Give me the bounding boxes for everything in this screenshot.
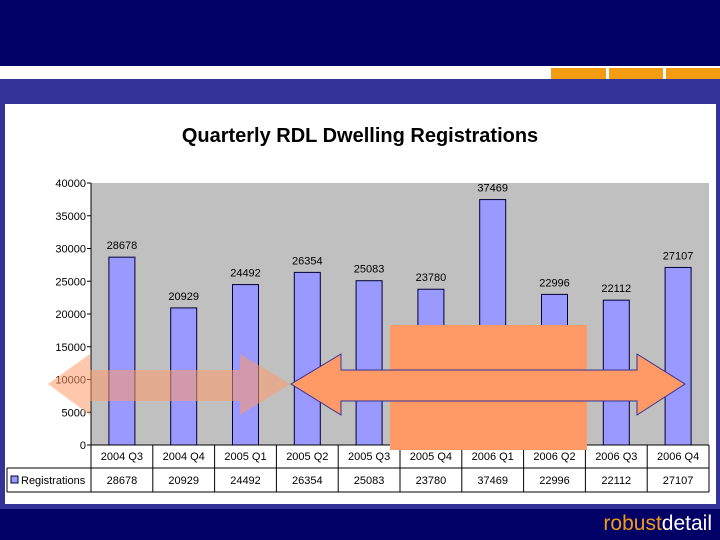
bar [293,271,321,446]
x-tick-label: 2006 Q2 [533,451,575,463]
table-value: 27107 [663,475,694,487]
double-arrow [290,353,686,416]
chart-panel: Quarterly RDL Dwelling Registrations 286… [5,104,716,504]
bar-chart: Quarterly RDL Dwelling Registrations 286… [6,125,710,493]
table-value: 37469 [477,475,508,487]
header-band [0,0,720,66]
footer-band [0,509,720,540]
x-tick-label: 2005 Q4 [410,451,452,463]
y-tick-label: 35000 [55,211,86,223]
y-tick-label: 20000 [55,309,86,321]
legend-label: Registrations [21,475,86,487]
data-label: 25083 [354,264,385,276]
data-label: 24492 [230,268,261,280]
table-value: 26354 [292,475,323,487]
data-label: 20929 [168,291,199,303]
x-tick-label: 2004 Q3 [101,451,143,463]
accent-tab [609,68,663,79]
table-value: 24492 [230,475,261,487]
table-value: 23780 [416,475,447,487]
y-tick-label: 0 [80,440,86,452]
table-value: 22996 [539,475,570,487]
x-tick-label: 2006 Q3 [595,451,637,463]
chart-title: Quarterly RDL Dwelling Registrations [182,125,538,147]
table-value: 25083 [354,475,385,487]
x-tick-label: 2005 Q1 [224,451,266,463]
data-label: 22996 [539,277,570,289]
table-value: 22112 [601,475,631,487]
header-divider [0,66,720,79]
accent-tab [551,68,606,79]
legend-swatch [10,475,19,484]
x-tick-label: 2005 Q3 [348,451,390,463]
x-tick-label: 2005 Q2 [286,451,328,463]
x-tick-label: 2006 Q4 [657,451,699,463]
x-tick-label: 2004 Q4 [163,451,205,463]
accent-tab [666,68,720,79]
faded-double-arrow [48,354,290,415]
data-label: 23780 [416,272,447,284]
brand-logo-part1: robust [603,512,662,535]
data-label: 28678 [107,240,138,252]
brand-logo-part2: detail [661,512,712,535]
y-tick-label: 30000 [55,244,86,256]
x-tick-label: 2006 Q1 [472,451,514,463]
data-label: 37469 [477,183,508,195]
bar [664,266,692,446]
bar [108,256,136,446]
data-label: 27107 [663,250,694,262]
table-value: 28678 [107,475,138,487]
data-label: 22112 [601,283,631,295]
y-tick-label: 25000 [55,276,86,288]
y-tick-label: 5000 [62,407,86,419]
table-value: 20929 [168,475,199,487]
y-tick-label: 15000 [55,342,86,354]
brand-logo: robustdetail [603,510,712,538]
bar [355,280,383,446]
data-label: 26354 [292,255,323,267]
y-tick-label: 40000 [55,178,86,190]
